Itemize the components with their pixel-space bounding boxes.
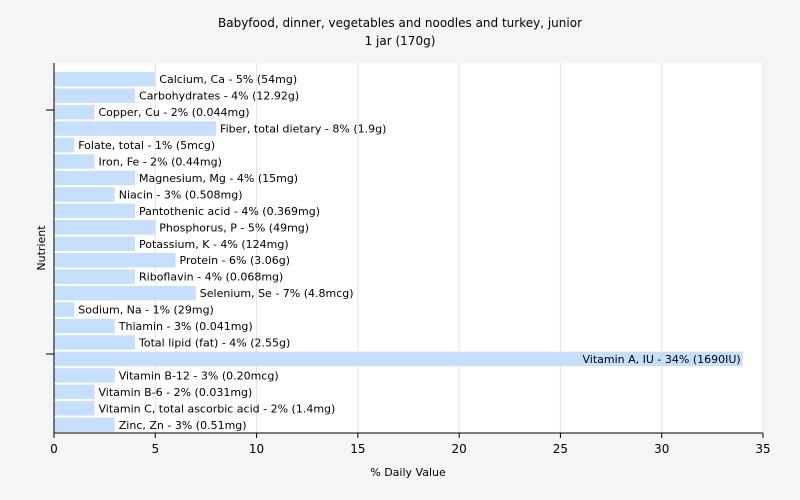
- bar: [54, 72, 156, 87]
- bar: [54, 253, 176, 268]
- bar: [54, 104, 95, 120]
- bar: [54, 351, 743, 367]
- bar-label: Vitamin C, total ascorbic acid - 2% (1.4…: [99, 402, 336, 415]
- x-tick-label: 35: [755, 442, 770, 456]
- bar: [54, 401, 95, 416]
- bar-label: Copper, Cu - 2% (0.044mg): [99, 106, 250, 119]
- bar: [54, 220, 156, 235]
- chart-title: Babyfood, dinner, vegetables and noodles…: [218, 16, 582, 30]
- bar: [54, 384, 95, 400]
- x-tick-label: 30: [654, 442, 669, 456]
- bar: [54, 121, 217, 136]
- bar: [54, 187, 115, 202]
- bar: [54, 417, 115, 432]
- bar-label: Fiber, total dietary - 8% (1.9g): [220, 123, 386, 136]
- bar: [54, 368, 115, 383]
- bar: [54, 137, 75, 153]
- bars: Calcium, Ca - 5% (54mg) Carbohydrates - 4…: [54, 72, 743, 432]
- bar-label: Magnesium, Mg - 4% (15mg): [139, 172, 298, 185]
- x-tick-label: 20: [452, 442, 467, 456]
- bar-label: Thiamin - 3% (0.041mg): [118, 320, 253, 333]
- bar-label: Folate, total - 1% (5mcg): [78, 139, 215, 152]
- bar-label: Niacin - 3% (0.508mg): [119, 188, 243, 201]
- axes: 0 5 10 15 20 25 30 35: [46, 63, 771, 456]
- x-tick-label: 10: [249, 442, 264, 456]
- bar-label: Riboflavin - 4% (0.068mg): [139, 271, 283, 284]
- bar-label: Zinc, Zn - 3% (0.51mg): [119, 419, 247, 432]
- bar: [54, 154, 95, 169]
- bar-label: Protein - 6% (3.06g): [180, 254, 291, 267]
- bar: [54, 236, 136, 251]
- bar-label: Sodium, Na - 1% (29mg): [78, 304, 214, 317]
- bar: [54, 170, 136, 186]
- bar: [54, 335, 136, 350]
- x-tick-label: 5: [151, 442, 159, 456]
- y-axis-label: Nutrient: [35, 225, 48, 271]
- bar-label: Calcium, Ca - 5% (54mg): [159, 73, 297, 86]
- x-tick-label: 25: [553, 442, 568, 456]
- bar: [54, 318, 115, 334]
- bar-label: Phosphorus, P - 5% (49mg): [159, 221, 309, 234]
- bar-label: Vitamin A, IU - 34% (1690IU): [583, 353, 741, 366]
- bar-label: Vitamin B-12 - 3% (0.20mcg): [119, 369, 279, 382]
- x-tick-label: 0: [50, 442, 58, 456]
- bar: [54, 302, 75, 317]
- bar-label: Vitamin B-6 - 2% (0.031mg): [99, 386, 253, 399]
- chart-subtitle: 1 jar (170g): [365, 34, 436, 48]
- bar: [54, 269, 136, 284]
- x-tick-label: 15: [350, 442, 365, 456]
- bar-label: Pantothenic acid - 4% (0.369mg): [139, 205, 320, 218]
- bar: [54, 285, 196, 301]
- bar-label: Selenium, Se - 7% (4.8mcg): [200, 287, 354, 300]
- bar-label: Carbohydrates - 4% (12.92g): [139, 90, 299, 103]
- bar-label: Total lipid (fat) - 4% (2.55g): [138, 337, 290, 350]
- bar: [54, 203, 136, 219]
- bar-label: Iron, Fe - 2% (0.44mg): [99, 156, 222, 169]
- bar: [54, 88, 136, 103]
- x-axis-label: % Daily Value: [370, 466, 446, 479]
- bar-label: Potassium, K - 4% (124mg): [139, 238, 289, 251]
